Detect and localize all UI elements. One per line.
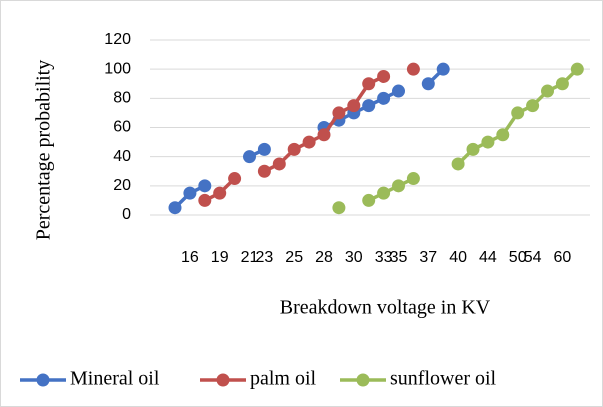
y-tick-label: 100	[104, 60, 131, 77]
data-point	[317, 128, 331, 142]
data-point	[526, 99, 540, 113]
series-line	[367, 176, 415, 202]
data-point	[198, 193, 212, 207]
data-point	[183, 186, 197, 200]
y-tick-label: 40	[113, 148, 131, 165]
data-point	[466, 142, 480, 156]
x-tick-label: 44	[479, 249, 497, 266]
data-point	[481, 135, 495, 149]
legend-label: palm oil	[250, 368, 317, 390]
data-point	[362, 193, 376, 207]
data-point	[421, 77, 435, 91]
data-point	[451, 157, 465, 171]
y-tick-label: 60	[113, 119, 131, 136]
data-point	[228, 172, 242, 186]
data-point	[511, 106, 525, 120]
data-point	[362, 77, 376, 91]
data-point	[541, 84, 554, 98]
x-tick-label: 25	[285, 249, 303, 266]
data-point	[362, 99, 376, 113]
x-tick-label: 21	[241, 249, 259, 266]
x-tick-label: 37	[419, 249, 437, 266]
data-point	[272, 157, 286, 171]
x-tick-label: 33	[375, 249, 393, 266]
x-tick-label: 23	[256, 249, 274, 266]
data-point	[168, 201, 182, 215]
data-point	[377, 91, 391, 105]
data-point	[570, 62, 584, 76]
data-point	[555, 77, 569, 91]
data-point	[213, 186, 227, 200]
data-point	[377, 69, 391, 83]
data-point	[392, 179, 405, 193]
x-tick-label: 16	[181, 249, 199, 266]
legend-label: Mineral oil	[70, 368, 160, 390]
y-axis-title: Percentage probability	[33, 60, 55, 241]
x-tick-label: 40	[449, 249, 467, 266]
data-point	[243, 150, 256, 164]
y-tick-label: 0	[122, 206, 131, 223]
x-tick-label: 35	[390, 249, 408, 266]
x-axis-title: Breakdown voltage in KV	[280, 297, 491, 319]
x-tick-label: 60	[554, 249, 572, 266]
data-point	[406, 62, 420, 76]
data-point	[347, 99, 361, 113]
y-tick-label: 80	[113, 90, 131, 107]
x-tick-label: 50	[509, 249, 527, 266]
data-point	[436, 62, 450, 76]
legend-marker	[356, 373, 370, 387]
data-point	[332, 201, 346, 215]
data-point	[198, 179, 212, 193]
x-tick-label: 28	[315, 249, 333, 266]
data-point	[406, 172, 420, 186]
data-point	[257, 164, 271, 178]
y-tick-label: 120	[104, 31, 131, 48]
x-tick-label: 19	[211, 249, 229, 266]
data-point	[392, 84, 405, 98]
legend-marker	[216, 373, 230, 387]
data-point	[257, 142, 271, 156]
legend-label: sunflower oil	[390, 368, 497, 390]
data-point	[496, 128, 510, 142]
data-point	[302, 135, 316, 149]
data-point	[332, 106, 346, 120]
x-tick-label: 30	[345, 249, 363, 266]
data-point	[377, 186, 391, 200]
y-tick-label: 20	[113, 177, 131, 194]
legend-marker	[36, 373, 50, 387]
data-point	[287, 142, 301, 156]
x-tick-label: 54	[524, 249, 542, 266]
